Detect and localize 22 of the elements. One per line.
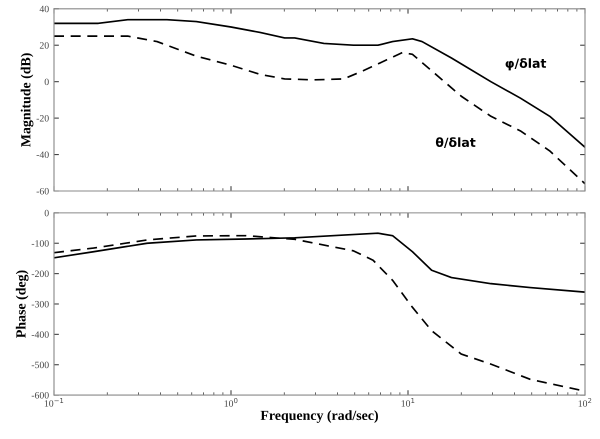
text: θ/δlat [436, 137, 476, 148]
y-tick-label: -100 [32, 240, 49, 247]
series-label: φ/δlat [506, 58, 546, 70]
y-axis-title: Phase (deg) [16, 270, 29, 338]
y-tick-label: -40 [36, 151, 49, 158]
y-tick-label: 0 [44, 78, 49, 86]
y-tick-label: -60 [36, 188, 49, 194]
y-tick-label: -400 [32, 331, 49, 338]
y-tick-label: 40 [40, 6, 49, 12]
x-axis-title: Frequency (rad/sec) [260, 410, 378, 423]
x-tick-label: 10$^{1}$ [402, 398, 414, 407]
y-tick-label: -500 [32, 362, 49, 368]
y-tick-label: -600 [32, 392, 49, 399]
x-tick-label: 10$^{−1}$ [44, 398, 64, 407]
y-tick-label: 0 [44, 210, 49, 216]
x-tick-label: 10$^{2}$ [578, 398, 592, 407]
y-tick-label: 20 [40, 42, 49, 49]
y-axis-title: Magnitude (dB) [20, 53, 34, 147]
y-tick-label: -20 [36, 115, 49, 122]
y-tick-label: -200 [32, 270, 49, 278]
y-tick-label: -300 [32, 300, 49, 308]
x-tick-label: 10$^{0}$ [224, 398, 238, 407]
